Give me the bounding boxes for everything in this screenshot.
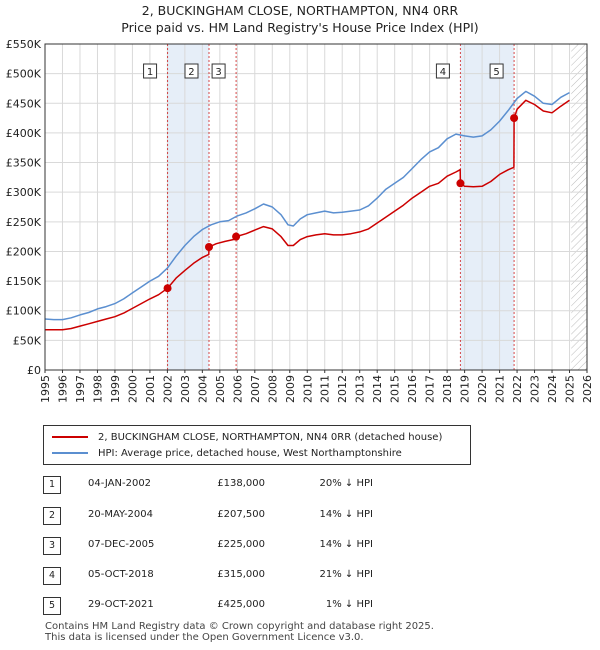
sale-marker-label: 3: [215, 67, 221, 78]
transaction-hpi: 21% ↓ HPI: [319, 569, 373, 580]
footer-copyright: Contains HM Land Registry data © Crown c…: [45, 621, 434, 632]
chart-title: 2, BUCKINGHAM CLOSE, NORTHAMPTON, NN4 0R…: [141, 3, 459, 18]
transaction-number: 4: [43, 567, 61, 585]
x-tick-label: 2009: [284, 375, 297, 403]
legend-swatch-hpi: [52, 452, 88, 454]
property-line: [45, 99, 570, 331]
x-tick-label: 1999: [109, 375, 122, 403]
transaction-number: 1: [43, 476, 61, 494]
sale-marker-box: [489, 63, 504, 79]
x-tick-label: 2023: [529, 375, 542, 403]
sale-marker-label: 2: [188, 67, 194, 78]
footer-license: This data is licensed under the Open Gov…: [45, 632, 364, 643]
x-tick-label: 2019: [459, 375, 472, 403]
x-tick-label: 2022: [511, 375, 524, 403]
x-tick-label: 1998: [91, 375, 104, 403]
chart-legend: 2, BUCKINGHAM CLOSE, NORTHAMPTON, NN4 0R…: [43, 425, 471, 465]
x-tick-label: 2018: [441, 375, 454, 403]
sale-point: [204, 243, 213, 252]
x-tick-label: 2003: [179, 375, 192, 403]
y-tick-label: £450K: [6, 97, 42, 110]
sale-marker-box: [184, 63, 199, 79]
y-tick-label: £200K: [6, 245, 42, 258]
transaction-price: £225,000: [217, 539, 265, 550]
transaction-hpi: 1% ↓ HPI: [325, 599, 373, 610]
x-tick-label: 2012: [336, 375, 349, 403]
x-tick-label: 2000: [126, 375, 139, 403]
plot-frame: [44, 43, 588, 371]
legend-item-hpi: HPI: Average price, detached house, West…: [52, 445, 402, 461]
y-tick-label: £0: [27, 364, 41, 377]
transaction-date: 20-MAY-2004: [88, 509, 154, 520]
transaction-date: 04-JAN-2002: [88, 478, 152, 489]
transaction-number: 5: [43, 597, 61, 615]
x-tick-label: 2016: [406, 375, 419, 403]
y-tick-label: £550K: [6, 38, 42, 51]
sale-point: [510, 114, 519, 123]
transaction-price: £207,500: [217, 509, 265, 520]
x-tick-label: 2020: [476, 375, 489, 403]
y-tick-label: £100K: [6, 305, 42, 318]
y-tick-label: £400K: [6, 127, 42, 140]
x-tick-label: 2013: [354, 375, 367, 403]
transaction-hpi: 20% ↓ HPI: [319, 478, 373, 489]
transaction-price: £315,000: [217, 569, 265, 580]
x-tick-label: 2007: [249, 375, 262, 403]
y-tick-label: £300K: [6, 186, 42, 199]
x-tick-label: 2001: [144, 375, 157, 403]
x-tick-label: 2002: [161, 375, 174, 403]
legend-swatch-property: [52, 436, 88, 438]
sale-point: [163, 284, 172, 293]
x-tick-label: 2014: [371, 375, 384, 403]
transaction-price: £138,000: [217, 478, 265, 489]
sale-marker-label: 4: [440, 67, 446, 78]
transaction-date: 05-OCT-2018: [88, 569, 154, 580]
x-tick-label: 2017: [424, 375, 437, 403]
sale-marker-box: [143, 63, 158, 79]
x-tick-label: 1995: [39, 375, 52, 403]
x-tick-label: 2011: [319, 375, 332, 403]
y-tick-label: £50K: [13, 334, 42, 347]
x-tick-label: 1996: [56, 375, 69, 403]
x-tick-label: 2021: [494, 375, 507, 403]
sale-marker-box: [435, 63, 450, 79]
x-tick-label: 1997: [74, 375, 87, 403]
chart-subtitle: Price paid vs. HM Land Registry's House …: [121, 20, 479, 35]
y-tick-label: £150K: [6, 275, 42, 288]
transaction-hpi: 14% ↓ HPI: [319, 509, 373, 520]
sale-point: [456, 179, 465, 188]
y-tick-label: £350K: [6, 157, 42, 170]
sale-marker-box: [211, 63, 226, 79]
legend-label-property: 2, BUCKINGHAM CLOSE, NORTHAMPTON, NN4 0R…: [98, 431, 443, 443]
x-tick-label: 2024: [546, 375, 559, 403]
x-tick-label: 2008: [266, 375, 279, 403]
transaction-date: 07-DEC-2005: [88, 539, 155, 550]
price-chart: 1 2 3 4 5 £0 £50K £100K £150K £200K £250K £300K £35…: [6, 38, 594, 403]
ownership-band: [460, 44, 515, 370]
hpi-line: [44, 90, 570, 321]
x-tick-label: 2010: [301, 375, 314, 403]
transaction-number: 2: [43, 507, 61, 525]
x-tick-label: 2005: [214, 375, 227, 403]
sale-marker-label: 1: [147, 67, 153, 78]
y-tick-label: £250K: [6, 216, 42, 229]
y-tick-label: £500K: [6, 68, 42, 81]
transaction-date: 29-OCT-2021: [88, 599, 154, 610]
sale-point: [232, 232, 241, 241]
transaction-hpi: 14% ↓ HPI: [319, 539, 373, 550]
legend-item-property: 2, BUCKINGHAM CLOSE, NORTHAMPTON, NN4 0R…: [52, 429, 442, 445]
x-tick-label: 2006: [231, 375, 244, 403]
transaction-number: 3: [43, 537, 61, 555]
x-tick-label: 2026: [581, 375, 594, 403]
x-tick-label: 2015: [389, 375, 402, 403]
legend-label-hpi: HPI: Average price, detached house, West…: [98, 447, 402, 459]
sale-marker-label: 5: [493, 67, 499, 78]
forecast-hatch: [571, 44, 587, 370]
x-tick-label: 2025: [564, 375, 577, 403]
x-tick-label: 2004: [196, 375, 209, 403]
transaction-price: £425,000: [217, 599, 265, 610]
